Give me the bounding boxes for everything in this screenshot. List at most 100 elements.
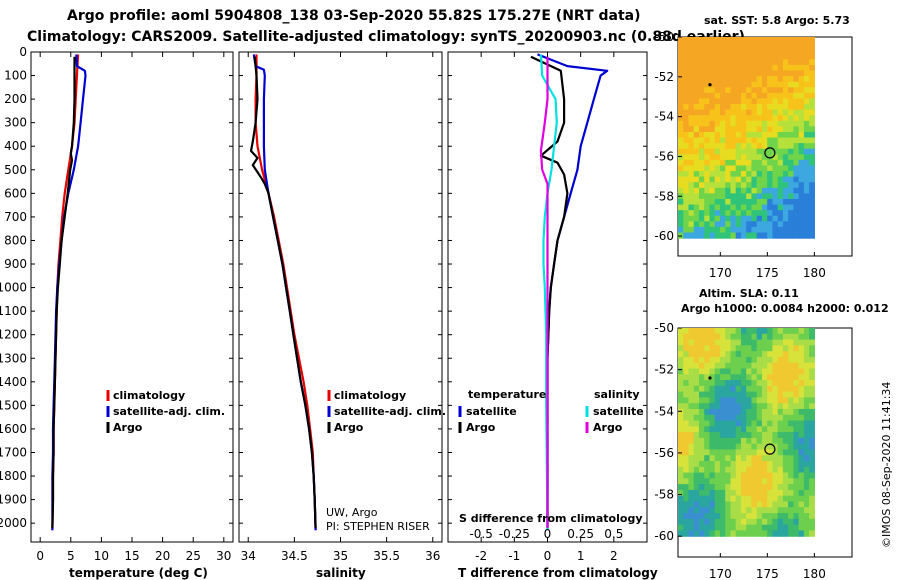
sst-cell [803,204,810,211]
sla-cell [772,374,779,381]
sla-cell [809,437,815,445]
sst-cell [793,226,800,234]
sla-cell [740,472,747,479]
sst-cell [714,104,721,111]
sst-cell [678,165,684,172]
sla-cell [788,461,794,468]
sst-cell [704,193,711,200]
sst-cell [746,193,753,200]
sla-cell [772,397,779,404]
sla-cell [704,333,711,341]
sst-cell [761,64,768,72]
sst-cell [761,171,768,178]
s-diff-tick-label: 0 [544,527,552,541]
sla-cell [772,495,779,503]
sst-cell [746,176,753,183]
sla-cell [788,403,794,410]
sst-cell [735,204,742,211]
sst-cell [809,109,815,116]
sst-cell [704,59,711,66]
sst-cell [803,226,810,234]
sst-cell [740,171,747,178]
sla-cell [767,455,774,462]
sst-cell [746,92,753,100]
sla-cell [793,455,800,462]
sst-cell [709,59,716,66]
sst-cell [751,221,758,228]
sst-cell [761,42,768,49]
sla-cell [735,461,742,468]
sla-cell [746,478,753,485]
sst-cell [751,198,758,206]
x-tick-label: 0 [36,549,44,563]
sst-cell [698,143,705,150]
sla-cell [698,518,705,526]
sst-cell [788,120,794,127]
sla-cell [714,345,721,352]
sst-cell [714,109,721,116]
sst-cell [751,115,758,122]
sla-cell [809,333,815,341]
sla-cell [725,432,732,439]
sst-cell [803,148,810,155]
sla-cell [809,414,815,422]
legend-salinity-heading: salinity [594,388,640,401]
sla-cell [740,374,747,381]
sst-cell [809,70,815,77]
map-x-tick-label: 180 [803,567,826,580]
sst-cell [740,187,747,194]
sla-cell [798,449,805,456]
sst-cell [777,92,784,100]
sla-cell [704,362,711,370]
sla-cell [740,414,747,422]
sla-cell [683,356,690,364]
sla-cell [693,507,700,514]
sst-cell [798,137,805,144]
depth-tick-label: 1000 [0,281,27,295]
sst-cell [767,232,774,239]
sla-cell [777,432,784,439]
sla-cell [714,495,721,503]
sst-cell [719,198,726,206]
sla-cell [678,466,684,474]
sst-cell [698,92,705,100]
sst-cell [782,210,789,217]
sst-cell [714,48,721,55]
sst-cell [809,131,815,139]
sla-cell [709,513,716,520]
sla-cell [735,495,742,503]
sst-cell [683,81,690,88]
sst-cell [693,148,700,155]
sla-cell [693,443,700,451]
sst-cell [803,215,810,222]
sst-cell [751,137,758,144]
sst-cell [803,187,810,194]
sst-cell [756,165,763,172]
sla-cell [803,461,810,468]
sst-cell [740,215,747,222]
sst-cell [683,120,690,127]
sst-cell [777,215,784,222]
sst-cell [693,70,700,77]
sla-cell [772,478,779,485]
sst-cell [798,64,805,72]
sla-cell [719,437,726,445]
sla-cell [809,513,815,520]
sst-cell [782,137,789,144]
sst-cell [788,76,794,83]
sst-cell [704,126,711,133]
sla-cell [751,461,758,468]
sla-cell [704,339,711,346]
sst-cell [698,109,705,116]
sla-cell [788,513,794,520]
sla-cell [772,443,779,451]
sla-cell [809,455,815,462]
sst-cell [803,221,810,228]
sst-cell [767,159,774,167]
sla-cell [761,408,768,416]
sst-cell [767,193,774,200]
sla-cell [798,414,805,422]
sla-cell [756,518,763,526]
sla-cell [693,530,700,537]
sst-cell [793,64,800,72]
